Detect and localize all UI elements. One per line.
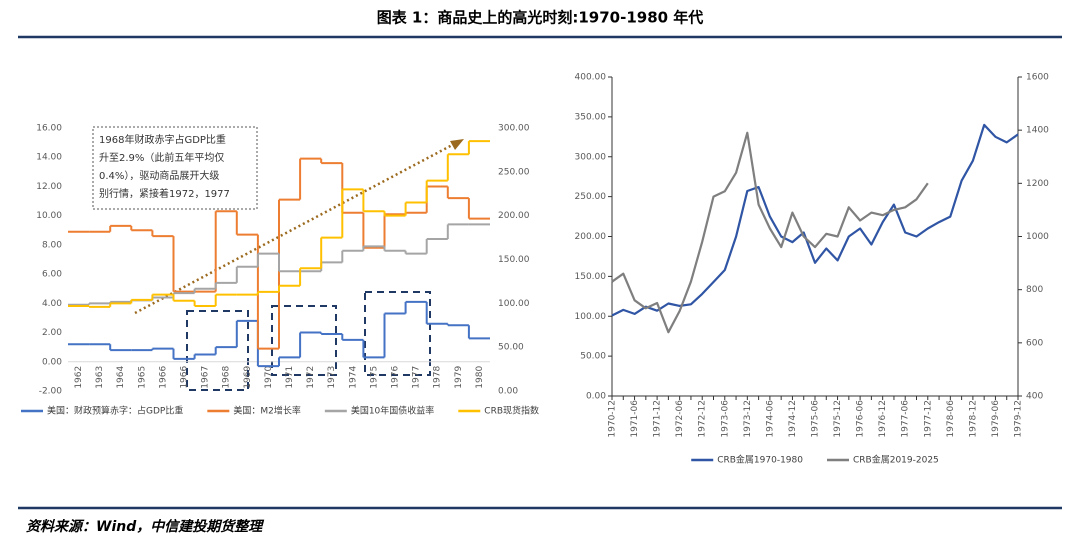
y2-tick-label: 1600	[1026, 73, 1049, 83]
x-tick-label: 1978	[433, 366, 443, 389]
legend-label: 美国10年国债收益率	[351, 405, 434, 417]
x-tick-label: 1966	[158, 366, 168, 389]
y2-tick-label: 200.00	[498, 211, 530, 221]
x-tick-label: 1963	[95, 366, 105, 389]
y-tick-label: 16.00	[36, 124, 62, 134]
x-tick-label: 1974-06	[765, 400, 775, 438]
legend-label: CRB现货指数	[484, 405, 539, 417]
legend-label: CRB金属2019-2025	[853, 454, 939, 466]
x-tick-label: 1975-06	[811, 400, 821, 438]
legend: 美国：财政预算赤字：占GDP比重 美国：M2增长率 美国10年国债收益率 CRB现货指…	[20, 405, 539, 417]
annotation-text: 升至2.9%（此前五年平均仅	[99, 151, 224, 164]
x-tick-label: 1969	[243, 366, 253, 389]
highlight-boxes	[186, 291, 431, 391]
x-tick-label: 1979-12	[1014, 400, 1024, 438]
y-tick-label: 200.00	[575, 232, 607, 242]
legend: CRB金属1970-1980 CRB金属2019-2025	[691, 454, 939, 466]
x-tick-label: 1980	[475, 366, 485, 389]
x-tick-label: 1976-12	[878, 400, 888, 438]
x-tick-label: 1979	[454, 366, 464, 389]
y-tick-label: 6.00	[42, 270, 62, 280]
annotation-box	[92, 126, 258, 210]
y2-tick-label: 1000	[1026, 232, 1049, 242]
y2-tick-label: 100.00	[498, 299, 530, 309]
series-line	[611, 131, 929, 334]
x-tick-label: 1970	[264, 366, 274, 389]
y-tick-label: 12.00	[36, 182, 62, 192]
annotation-text: 别行情，紧接着1972，1977	[99, 187, 230, 200]
x-tick-label: 1974	[348, 366, 358, 389]
y2-tick-label: 150.00	[498, 255, 530, 265]
legend-label: CRB金属1970-1980	[717, 454, 803, 466]
series-line	[611, 123, 1019, 317]
y-tick-label: 14.00	[36, 153, 62, 163]
y2-tick-label: 400	[1026, 392, 1043, 402]
highlight-box	[186, 310, 249, 391]
y2-tick-label: 300.00	[498, 124, 530, 134]
y2-tick-label: 0.00	[498, 387, 518, 397]
x-tick-label: 1973-06	[720, 400, 730, 438]
x-tick-label: 1977-12	[923, 400, 933, 438]
x-tick-label: 1967	[201, 366, 211, 389]
y-tick-label: 250.00	[575, 192, 607, 202]
y-tick-label: 100.00	[575, 312, 607, 322]
x-tick-label: 1971	[285, 366, 295, 389]
x-tick-label: 1975	[369, 366, 379, 389]
x-tick-label: 1973	[327, 366, 337, 389]
y2-tick-label: 1200	[1026, 179, 1049, 189]
x-tick-label: 1972-12	[698, 400, 708, 438]
x-tick-label: 1978-06	[946, 400, 956, 438]
x-tick-label: 1973-12	[743, 400, 753, 438]
y-tick-label: 0.00	[586, 392, 606, 402]
x-tick-label: 1977-06	[901, 400, 911, 438]
y-tick-label: 350.00	[575, 112, 607, 122]
arrow-head	[450, 139, 464, 150]
y-tick-label: -2.00	[39, 387, 63, 397]
x-tick-label: 1968	[222, 366, 232, 389]
x-tick-label: 1978-12	[968, 400, 978, 438]
trend-arrow	[134, 139, 464, 315]
annotation-text: 1968年财政赤字占GDP比重	[99, 133, 226, 146]
x-tick-label: 1979-06	[991, 400, 1001, 438]
y2-tick-label: 250.00	[498, 167, 530, 177]
x-tick-label: 1975-12	[833, 400, 843, 438]
y-tick-label: 150.00	[575, 272, 607, 282]
y-tick-label: 50.00	[580, 352, 606, 362]
y-tick-label: 300.00	[575, 152, 607, 162]
x-tick-label: 1962	[74, 366, 84, 389]
highlight-box	[271, 305, 337, 376]
y-tick-label: 2.00	[42, 328, 62, 338]
x-tick-label: 1976	[391, 366, 401, 389]
y-tick-label: 0.00	[42, 357, 62, 367]
y2-tick-label: 50.00	[498, 343, 524, 353]
x-tick-label: 1976-06	[856, 400, 866, 438]
legend-label: 美国：M2增长率	[233, 405, 301, 417]
x-tick-label: 1966	[180, 366, 190, 389]
x-tick-label: 1971-06	[630, 400, 640, 438]
y-tick-label: 10.00	[36, 211, 62, 221]
x-tick-label: 1974-12	[788, 400, 798, 438]
highlight-box	[364, 291, 431, 376]
x-tick-label: 1972-06	[675, 400, 685, 438]
y2-tick-label: 1400	[1026, 126, 1049, 136]
x-tick-label: 1965	[137, 366, 147, 389]
x-tick-label: 1970-12	[608, 400, 618, 438]
y-tick-label: 4.00	[42, 299, 62, 309]
x-tick-label: 1977	[412, 366, 422, 389]
y2-tick-label: 600	[1026, 338, 1043, 348]
page-title: 图表 1：商品史上的高光时刻:1970-1980 年代	[377, 9, 704, 27]
trend-line	[134, 141, 457, 315]
x-tick-label: 1964	[116, 366, 126, 389]
annotation-text: 0.4%），驱动商品展开大级	[99, 169, 219, 182]
source-note: 资料来源：Wind，中信建投期货整理	[26, 518, 264, 535]
y-tick-label: 400.00	[575, 73, 607, 83]
y-tick-label: 8.00	[42, 240, 62, 250]
y2-tick-label: 800	[1026, 285, 1043, 295]
legend-label: 美国：财政预算赤字：占GDP比重	[47, 405, 183, 417]
x-tick-label: 1971-12	[653, 400, 663, 438]
x-tick-label: 1972	[306, 366, 316, 389]
